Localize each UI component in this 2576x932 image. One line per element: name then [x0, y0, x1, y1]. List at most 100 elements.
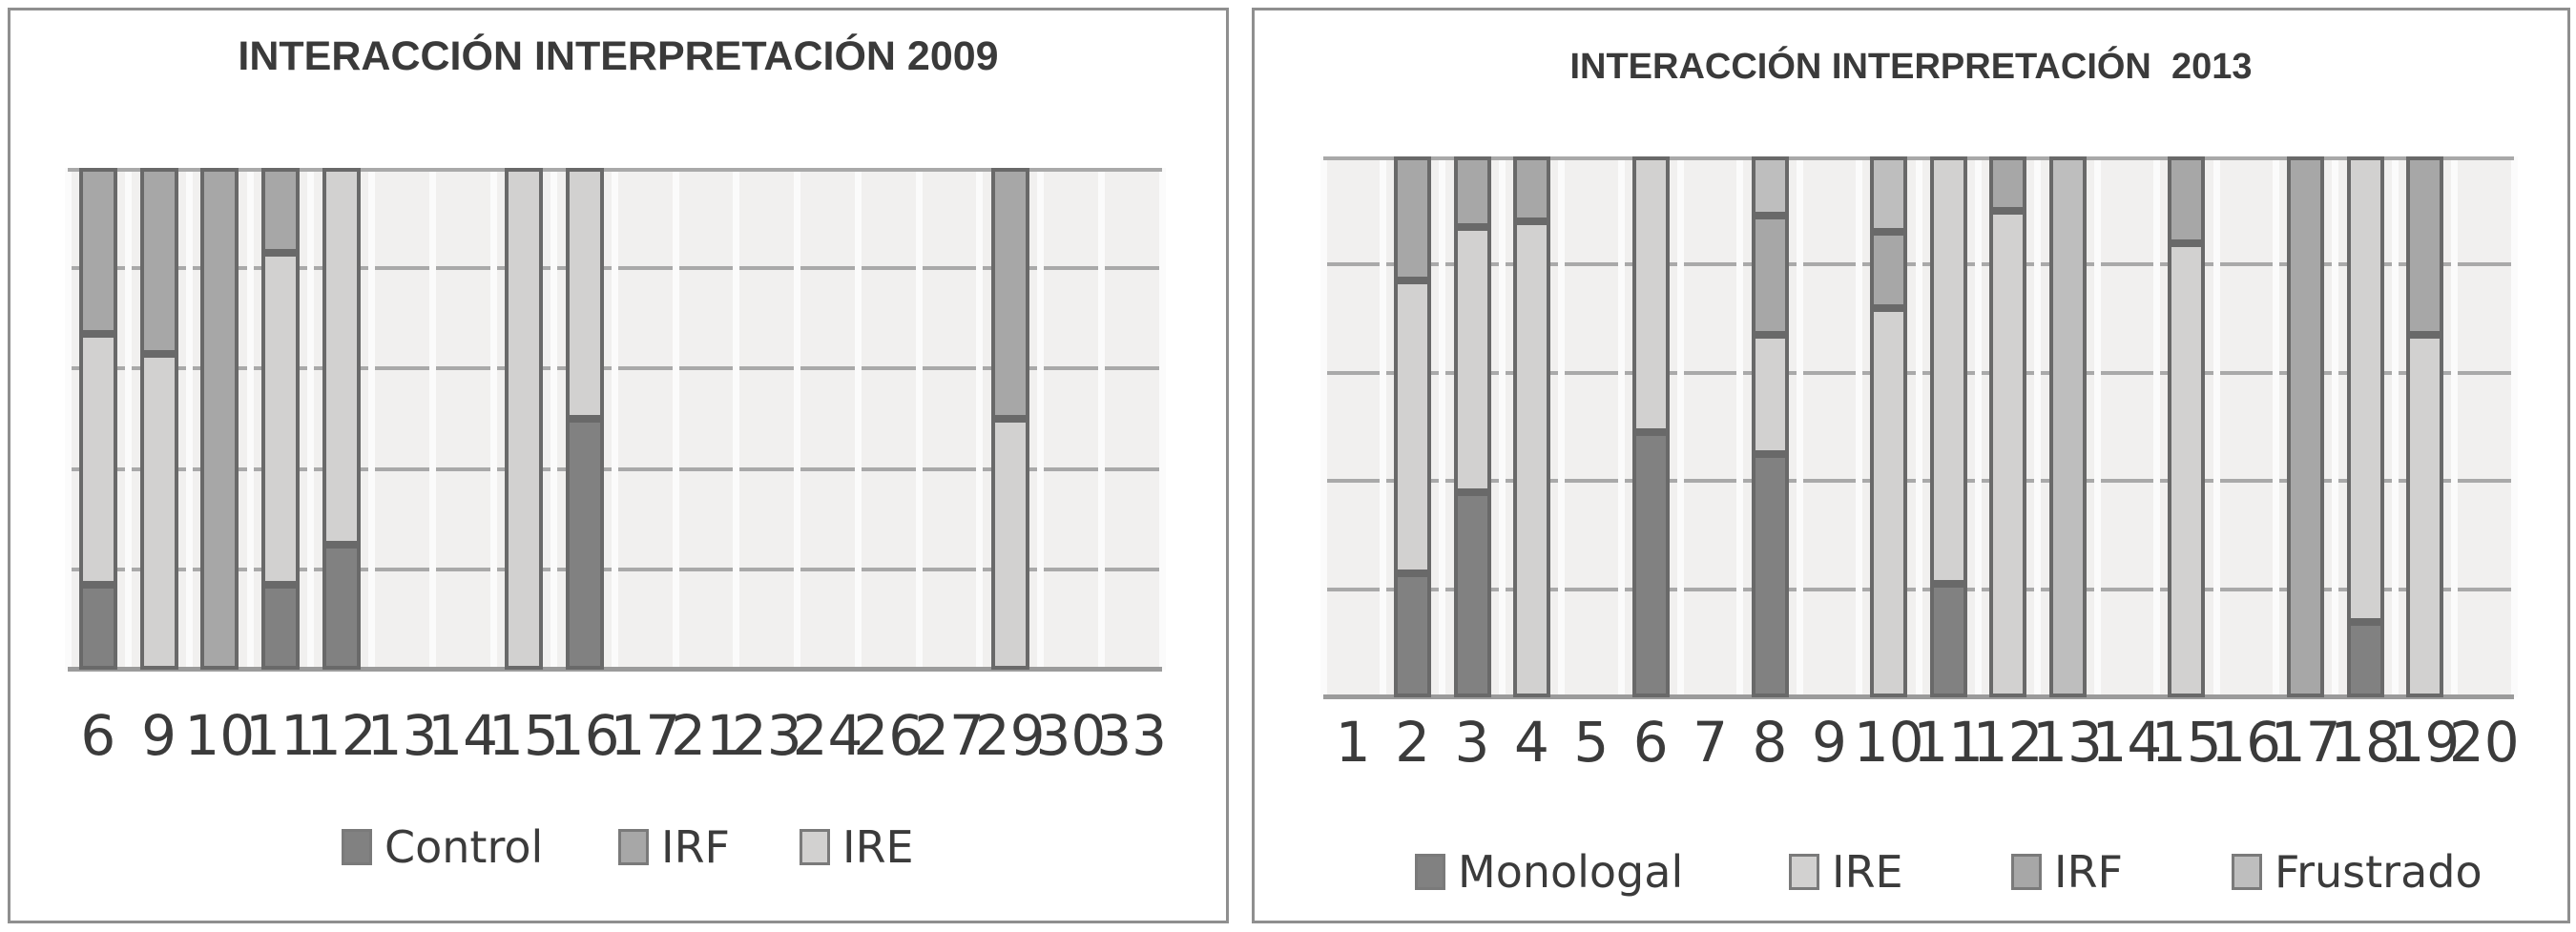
bar-segment-ire: [1930, 156, 1967, 584]
bar-segment-monologal: [2347, 621, 2384, 697]
bar-segment-ire: [1632, 156, 1670, 433]
bar-segment-control: [566, 419, 604, 670]
bar-segment-ire: [2347, 156, 2384, 622]
bar-category-2: [1394, 156, 1431, 697]
legend-item-monologal: Monologal: [1415, 846, 1683, 898]
bar-segment-ire: [261, 253, 300, 585]
x-axis-label: 15: [488, 703, 559, 768]
bar-segment-frustrado: [1870, 156, 1907, 233]
x-axis-label: 23: [731, 703, 802, 768]
x-axis-label: 21: [671, 703, 741, 768]
gridline-vertical: [1439, 156, 1445, 697]
bar-category-6: [79, 168, 117, 670]
bar-segment-irf: [1870, 232, 1907, 308]
x-axis-label: 4: [1513, 710, 1549, 775]
x-axis-label: 17: [610, 703, 681, 768]
x-axis-label: 19: [2389, 710, 2461, 775]
bar-segment-irf: [991, 168, 1029, 419]
bar-category-19: [2406, 156, 2443, 697]
gridline-vertical: [1677, 156, 1684, 697]
gridline-vertical: [612, 168, 618, 670]
gridline-vertical: [2213, 156, 2220, 697]
plot-top-line: [1323, 156, 2514, 160]
bar-segment-control: [79, 584, 117, 670]
bar-category-10: [200, 168, 239, 670]
x-axis-label: 3: [1454, 710, 1490, 775]
bar-segment-ire: [1454, 226, 1491, 492]
gridline-vertical: [1916, 156, 1922, 697]
x-axis-label: 9: [141, 703, 177, 768]
bar-segment-frustrado: [2049, 156, 2087, 697]
bar-segment-ire: [322, 168, 361, 545]
bar-segment-monologal: [1930, 583, 1967, 697]
legend-item-frustrado: Frustrado: [2232, 846, 2483, 898]
bar-segment-irf: [2168, 156, 2205, 243]
gridline-vertical: [976, 168, 983, 670]
x-axis-label: 14: [427, 703, 499, 768]
legend-label: IRE: [842, 821, 914, 873]
legend-swatch-irf: [2011, 854, 2042, 890]
x-axis-label: 8: [1752, 710, 1788, 775]
x-axis-label: 6: [1632, 710, 1669, 775]
gridline-vertical: [916, 168, 923, 670]
x-axis-label: 10: [184, 703, 256, 768]
x-axis-label: 13: [2032, 710, 2103, 775]
bar-category-3: [1454, 156, 1491, 697]
gridline-vertical: [673, 168, 679, 670]
bar-segment-irf: [79, 168, 117, 334]
bar-segment-ire: [2168, 242, 2205, 697]
x-axis-label: 20: [2448, 710, 2520, 775]
gridline-vertical: [125, 168, 132, 670]
legend-label: IRF: [661, 821, 730, 873]
bar-segment-irf: [1394, 156, 1431, 281]
chart-panel-2009: INTERACCIÓN INTERPRETACIÓN 2009 6 9 10 11 12 1…: [8, 8, 1229, 923]
legend-swatch-ire: [1789, 854, 1819, 890]
x-axis-label: 7: [1693, 710, 1729, 775]
plot-top-line: [68, 168, 1162, 172]
bar-segment-irf: [1513, 156, 1550, 222]
bar-category-13: [2049, 156, 2087, 697]
bar-segment-ire: [1989, 210, 2026, 697]
bar-segment-irf: [1989, 156, 2026, 211]
gridline-vertical: [490, 168, 497, 670]
bar-segment-irf: [261, 168, 300, 254]
gridline-vertical: [2392, 156, 2399, 697]
x-axis-label: 2: [1395, 710, 1431, 775]
bar-category-12: [322, 168, 361, 670]
gridline-vertical: [1320, 156, 1327, 697]
gridline-vertical: [1159, 168, 1166, 670]
chart-title: INTERACCIÓN INTERPRETACIÓN 2013: [1569, 47, 2253, 87]
bar-segment-irf: [2406, 156, 2443, 336]
bar-segment-irf: [2287, 156, 2324, 697]
gridline-vertical: [247, 168, 254, 670]
bar-segment-frustrado: [1752, 156, 1789, 217]
gridline-vertical: [2511, 156, 2518, 697]
gridline-vertical: [733, 168, 739, 670]
x-axis-label: 27: [914, 703, 985, 768]
bar-category-11: [261, 168, 300, 670]
chart-panel-2013: INTERACCIÓN INTERPRETACIÓN 2013 1 2 3 4 5 6 7 8 9…: [1252, 8, 2570, 923]
bar-category-15: [505, 168, 543, 670]
bar-category-29: [991, 168, 1029, 670]
x-axis-label: 17: [2270, 710, 2341, 775]
gridline-vertical: [1037, 168, 1044, 670]
x-axis-label: 26: [853, 703, 924, 768]
gridline-vertical: [307, 168, 314, 670]
gridline-vertical: [1975, 156, 1982, 697]
bar-category-4: [1513, 156, 1550, 697]
bar-segment-control: [322, 544, 361, 670]
x-axis-label: 12: [1972, 710, 2044, 775]
x-axis-label: 29: [974, 703, 1046, 768]
legend-item-ire: IRE: [800, 821, 914, 873]
gridline-vertical: [2332, 156, 2338, 697]
gridline-vertical: [551, 168, 557, 670]
legend-swatch-control: [342, 829, 372, 865]
bar-category-6: [1632, 156, 1670, 697]
bar-segment-monologal: [1752, 453, 1789, 697]
gridline-vertical: [2034, 156, 2041, 697]
chart-title: INTERACCIÓN INTERPRETACIÓN 2009: [238, 33, 999, 79]
gridline-vertical: [2153, 156, 2160, 697]
gridline-vertical: [368, 168, 375, 670]
bar-segment-ire: [79, 333, 117, 585]
gridline-vertical: [1618, 156, 1625, 697]
